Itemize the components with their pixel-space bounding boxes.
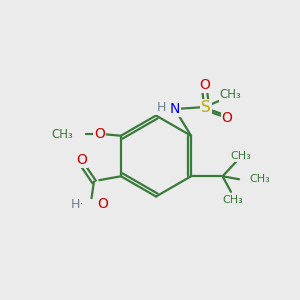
Text: N: N: [169, 102, 180, 116]
Text: H·: H·: [70, 198, 84, 211]
Text: CH₃: CH₃: [220, 88, 242, 101]
Text: O: O: [222, 111, 232, 125]
Text: O: O: [94, 127, 105, 141]
Text: O: O: [199, 78, 210, 92]
Text: CH₃: CH₃: [51, 128, 73, 141]
Text: S: S: [201, 100, 211, 115]
Text: CH₃: CH₃: [223, 195, 243, 205]
Text: H: H: [156, 101, 166, 114]
Text: CH₃: CH₃: [230, 151, 251, 161]
Text: CH₃: CH₃: [250, 174, 270, 184]
Text: O: O: [76, 153, 87, 167]
Text: O: O: [97, 197, 108, 211]
